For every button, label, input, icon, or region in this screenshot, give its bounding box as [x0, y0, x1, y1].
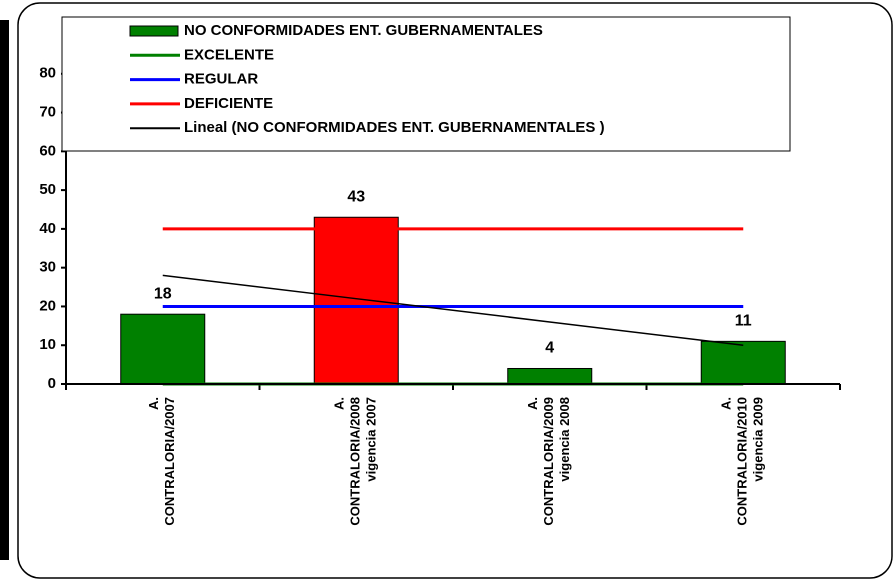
bar [120, 313, 206, 385]
x-tick-label: vigencia 2009 [751, 397, 766, 482]
data-label: 18 [154, 285, 172, 302]
legend-label: DEFICIENTE [184, 95, 273, 112]
x-tick-label: CONTRALORIA/2010 [735, 397, 750, 526]
x-tick-label: A. [332, 397, 347, 410]
bar [507, 367, 593, 385]
y-tick-label: 0 [48, 375, 56, 392]
y-tick-label: 80 [39, 65, 56, 82]
legend-label: EXCELENTE [184, 46, 274, 63]
y-tick-label: 60 [39, 142, 56, 159]
y-tick-label: 70 [39, 104, 56, 121]
legend-label: REGULAR [184, 71, 258, 88]
x-tick-label: A. [146, 397, 161, 410]
x-tick-label: vigencia 2007 [364, 397, 379, 482]
data-label: 4 [545, 340, 554, 357]
line [162, 274, 744, 346]
legend-items: NO CONFORMIDADES ENT. GUBERNAMENTALES EXC… [129, 22, 605, 136]
legend-label: Lineal (NO CONFORMIDADES ENT. GUBERNAMEN… [184, 119, 605, 136]
x-tick-label: CONTRALORIA/2007 [162, 397, 177, 526]
y-tick-label: 40 [39, 220, 56, 237]
x-tick-label: A. [719, 397, 734, 410]
bar [313, 216, 399, 385]
y-tick-label: 30 [39, 259, 56, 276]
side-bar [0, 20, 9, 560]
x-tick-label: CONTRALORIA/2009 [541, 397, 556, 526]
data-label: 43 [347, 188, 365, 205]
legend-swatch [129, 25, 179, 37]
y-tick-label: 10 [39, 336, 56, 353]
x-tick-label: A. [525, 397, 540, 410]
y-tick-label: 50 [39, 181, 56, 198]
legend [61, 16, 791, 152]
legend-label: NO CONFORMIDADES ENT. GUBERNAMENTALES [184, 22, 543, 39]
x-tick-label: vigencia 2008 [557, 397, 572, 482]
data-label: 11 [735, 313, 752, 330]
y-tick-label: 20 [39, 297, 56, 314]
bar [700, 340, 786, 385]
x-tick-label: CONTRALORIA/2008 [348, 397, 363, 526]
